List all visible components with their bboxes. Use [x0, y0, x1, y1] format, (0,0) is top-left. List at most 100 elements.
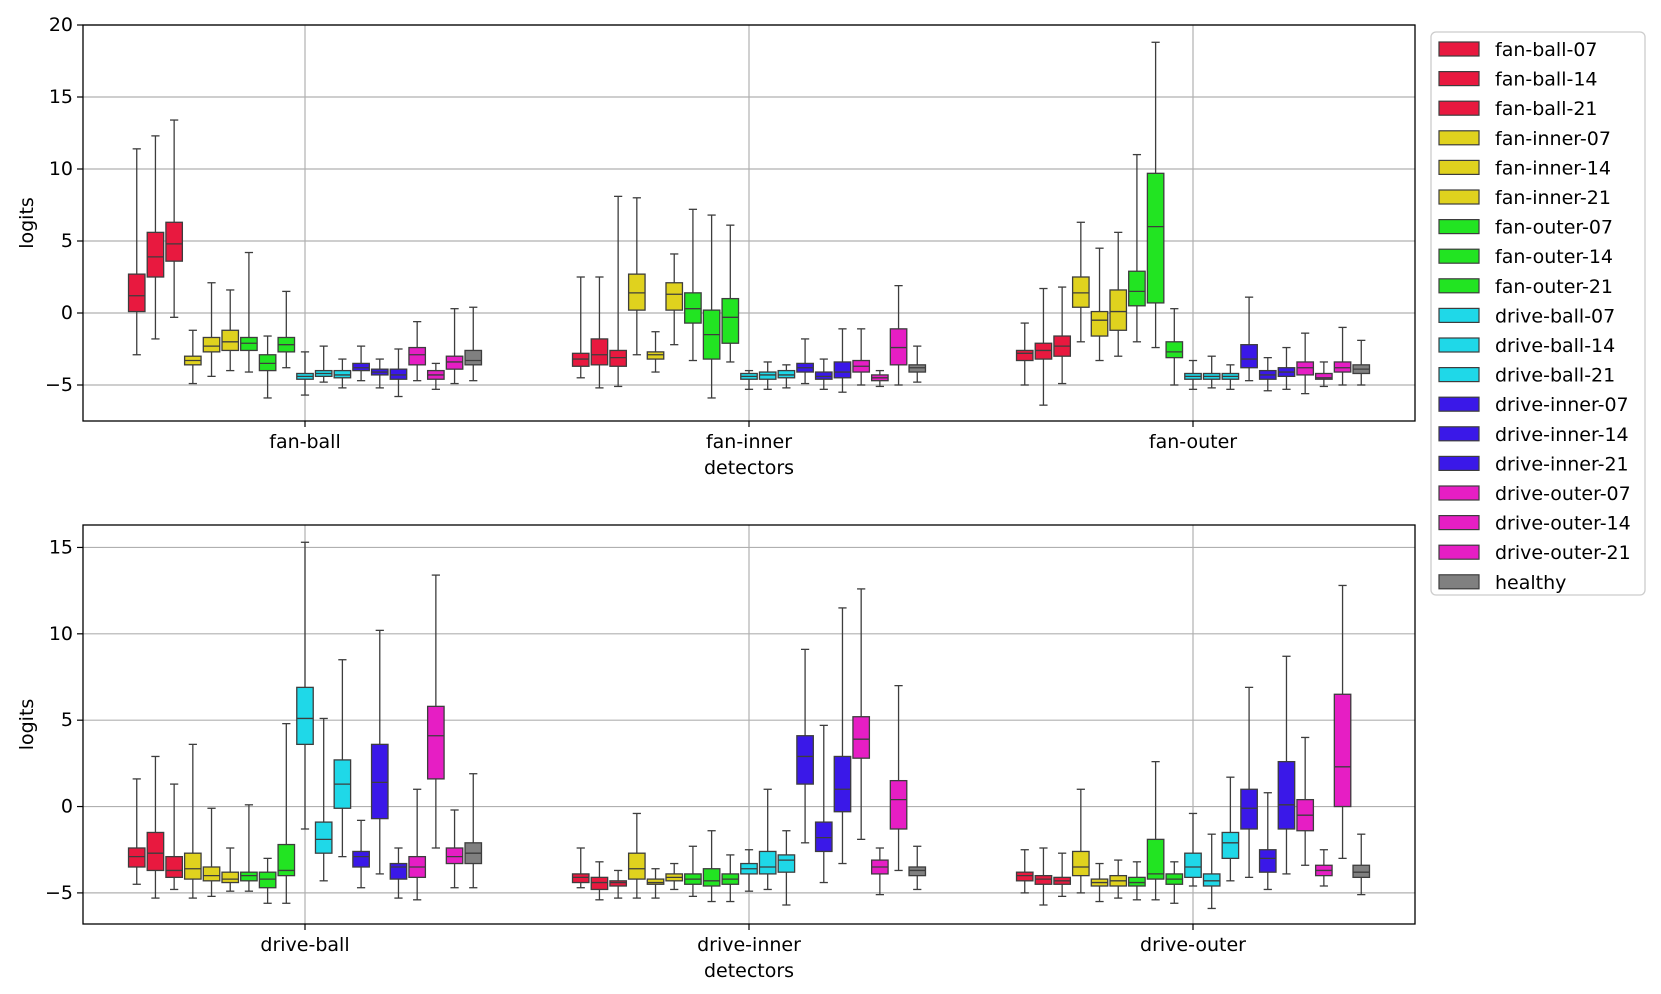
legend-swatch	[1438, 426, 1480, 442]
box-fan-inner-drive-inner-21	[833, 328, 852, 393]
box-drive-ball-drive-ball-14	[314, 717, 333, 882]
legend-item: drive-outer-14	[1438, 513, 1631, 535]
grid	[83, 24, 1415, 421]
box-body	[464, 349, 483, 366]
box-fan-ball-drive-ball-14	[314, 345, 333, 383]
xtick-label: fan-inner	[706, 431, 792, 453]
box-fan-ball-drive-outer-21	[445, 308, 464, 385]
legend-item: drive-inner-21	[1438, 453, 1629, 475]
box-body	[1277, 760, 1296, 830]
box-body	[758, 371, 777, 380]
box-body	[352, 850, 370, 868]
legend-item: drive-inner-14	[1438, 424, 1629, 446]
box-body	[1146, 838, 1165, 880]
box-body	[127, 847, 146, 868]
box-body	[1296, 361, 1315, 376]
legend-item: healthy	[1438, 572, 1566, 594]
ytick-label: 20	[49, 14, 73, 36]
box-drive-inner-drive-outer-14	[870, 847, 889, 896]
box-drive-ball-fan-outer-14	[258, 857, 277, 904]
box-drive-inner-drive-ball-07	[740, 849, 758, 892]
box-drive-outer-drive-ball-21	[1221, 776, 1240, 882]
box-fan-inner-drive-inner-14	[814, 358, 833, 390]
legend-frame	[1430, 31, 1646, 596]
box-fan-inner-drive-ball-14	[758, 361, 777, 390]
box-fan-ball-fan-ball-21	[165, 119, 184, 318]
box-fan-ball-fan-outer-07	[240, 251, 258, 373]
legend-label: healthy	[1495, 572, 1566, 594]
legend-item: drive-ball-21	[1438, 365, 1615, 387]
box-drive-outer-fan-outer-14	[1146, 760, 1165, 901]
box-drive-ball-drive-inner-21	[389, 847, 408, 899]
box-fan-ball-fan-outer-14	[258, 335, 277, 399]
legend-swatch	[1438, 248, 1480, 264]
xtick-label: drive-outer	[1140, 934, 1246, 956]
legend-item: drive-ball-07	[1438, 305, 1615, 327]
box-fan-inner-fan-outer-07	[684, 208, 702, 362]
chart-panel-fan-detectors: −5 0 5 10 15 20 fan-ball fan-inner fan-outer dete…	[16, 14, 1416, 479]
box-fan-inner-drive-outer-14	[870, 369, 889, 388]
box-drive-ball-drive-ball-07	[296, 541, 314, 830]
box-drive-ball-drive-inner-14	[370, 629, 389, 875]
box-fan-ball-drive-inner-14	[370, 358, 389, 389]
box-fan-outer-drive-inner-07	[1240, 296, 1258, 382]
legend-item: drive-inner-07	[1438, 394, 1629, 416]
ytick-label: 15	[49, 536, 73, 558]
box-body	[1240, 788, 1258, 830]
xtick-label: fan-ball	[269, 431, 341, 453]
box-fan-outer-drive-ball-21	[1221, 364, 1240, 390]
box-drive-inner-healthy	[908, 845, 927, 891]
box-drive-outer-drive-outer-14	[1314, 849, 1333, 887]
box-body	[627, 273, 646, 311]
box-drive-outer-drive-outer-07	[1296, 736, 1315, 866]
legend-item: fan-inner-07	[1438, 128, 1611, 150]
box-body	[1240, 344, 1258, 369]
legend-label: fan-outer-21	[1495, 276, 1613, 298]
legend-item: fan-outer-07	[1438, 217, 1613, 239]
box-body	[609, 880, 628, 887]
legend-item: fan-ball-14	[1438, 69, 1598, 91]
box-body	[590, 876, 609, 891]
box-body	[445, 847, 464, 865]
box-body	[627, 852, 646, 880]
legend-swatch	[1438, 396, 1480, 412]
box-body	[314, 821, 333, 854]
legend-item: fan-inner-14	[1438, 157, 1611, 179]
box-drive-outer-fan-ball-07	[1015, 849, 1034, 894]
legend-label: fan-ball-14	[1495, 69, 1598, 91]
box-drive-outer-drive-outer-21	[1333, 584, 1352, 860]
box-fan-inner-drive-ball-21	[777, 364, 796, 389]
box-body	[1034, 342, 1053, 360]
box-fan-inner-drive-outer-21	[889, 284, 908, 386]
legend: fan-ball-07 fan-ball-14 fan-ball-21 fan-inn…	[1430, 31, 1646, 596]
ytick-label: 15	[49, 86, 73, 108]
legend-swatch	[1438, 455, 1480, 471]
box-body	[1333, 361, 1352, 373]
legend-swatch	[1438, 278, 1480, 294]
legend-item: drive-outer-21	[1438, 542, 1631, 564]
box-body	[1109, 289, 1128, 331]
box-body	[146, 831, 165, 872]
box-body	[1071, 850, 1090, 877]
legend-swatch	[1438, 189, 1480, 205]
box-body	[665, 282, 684, 311]
legend-swatch	[1438, 307, 1480, 323]
box-body	[833, 755, 852, 813]
box-drive-ball-fan-ball-14	[146, 755, 165, 899]
legend-label: drive-inner-14	[1495, 424, 1629, 446]
box-drive-inner-drive-inner-21	[833, 607, 852, 865]
box-drive-outer-healthy	[1352, 833, 1371, 896]
legend-label: drive-ball-14	[1495, 335, 1615, 357]
box-body	[777, 854, 796, 873]
box-body	[240, 871, 258, 882]
box-body	[333, 369, 352, 379]
box-body	[1090, 310, 1109, 337]
box-fan-outer-fan-ball-07	[1015, 322, 1034, 386]
box-drive-inner-fan-ball-21	[609, 869, 628, 899]
box-fan-outer-drive-outer-07	[1296, 332, 1315, 395]
legend-item: fan-inner-21	[1438, 187, 1611, 209]
legend-label: drive-ball-07	[1495, 305, 1615, 327]
box-drive-outer-fan-ball-14	[1034, 847, 1053, 906]
box-fan-outer-fan-inner-07	[1071, 221, 1090, 343]
legend-item: fan-ball-21	[1438, 98, 1598, 120]
